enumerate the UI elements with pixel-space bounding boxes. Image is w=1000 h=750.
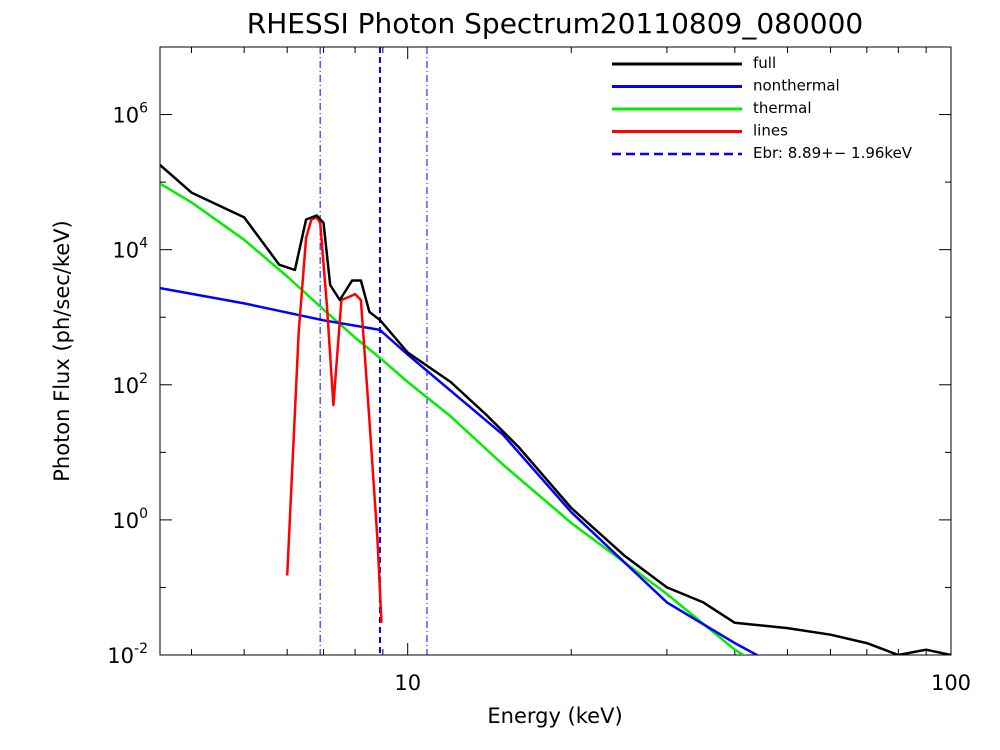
series-line-thermal	[160, 182, 746, 655]
legend-label: Ebr: 8.89+− 1.96keV	[753, 144, 913, 162]
reference-lines	[319, 47, 428, 655]
series-line-lines	[285, 216, 383, 623]
y-tick-label: 104	[112, 236, 148, 263]
x-tick-label: 100	[931, 671, 971, 695]
plot-frame	[159, 46, 952, 656]
y-tick-label: 106	[112, 101, 148, 128]
series-line-full	[160, 163, 951, 655]
y-tick-label: 102	[112, 371, 148, 398]
legend-label: lines	[753, 122, 788, 140]
y-tick-label: 100	[112, 506, 148, 533]
x-axis-label: Energy (keV)	[487, 704, 622, 728]
chart-title: RHESSI Photon Spectrum20110809_080000	[247, 7, 864, 40]
legend: full nonthermal thermal lines Ebr: 8.89+− 1.…	[612, 54, 913, 162]
legend-label: nonthermal	[753, 77, 840, 95]
legend-label: thermal	[753, 99, 812, 117]
axis-ticks	[160, 46, 952, 656]
legend-label: full	[753, 54, 776, 72]
series-line-nonthermal	[160, 286, 760, 655]
y-tick-label: 10-2	[107, 641, 148, 668]
y-axis-label: Photon Flux (ph/sec/keV)	[50, 220, 74, 482]
y-tick-labels: 10-2 100 102 104 106	[107, 101, 148, 668]
data-series	[160, 163, 951, 655]
x-tick-label: 10	[394, 671, 421, 695]
x-tick-labels: 10 100	[394, 671, 971, 695]
